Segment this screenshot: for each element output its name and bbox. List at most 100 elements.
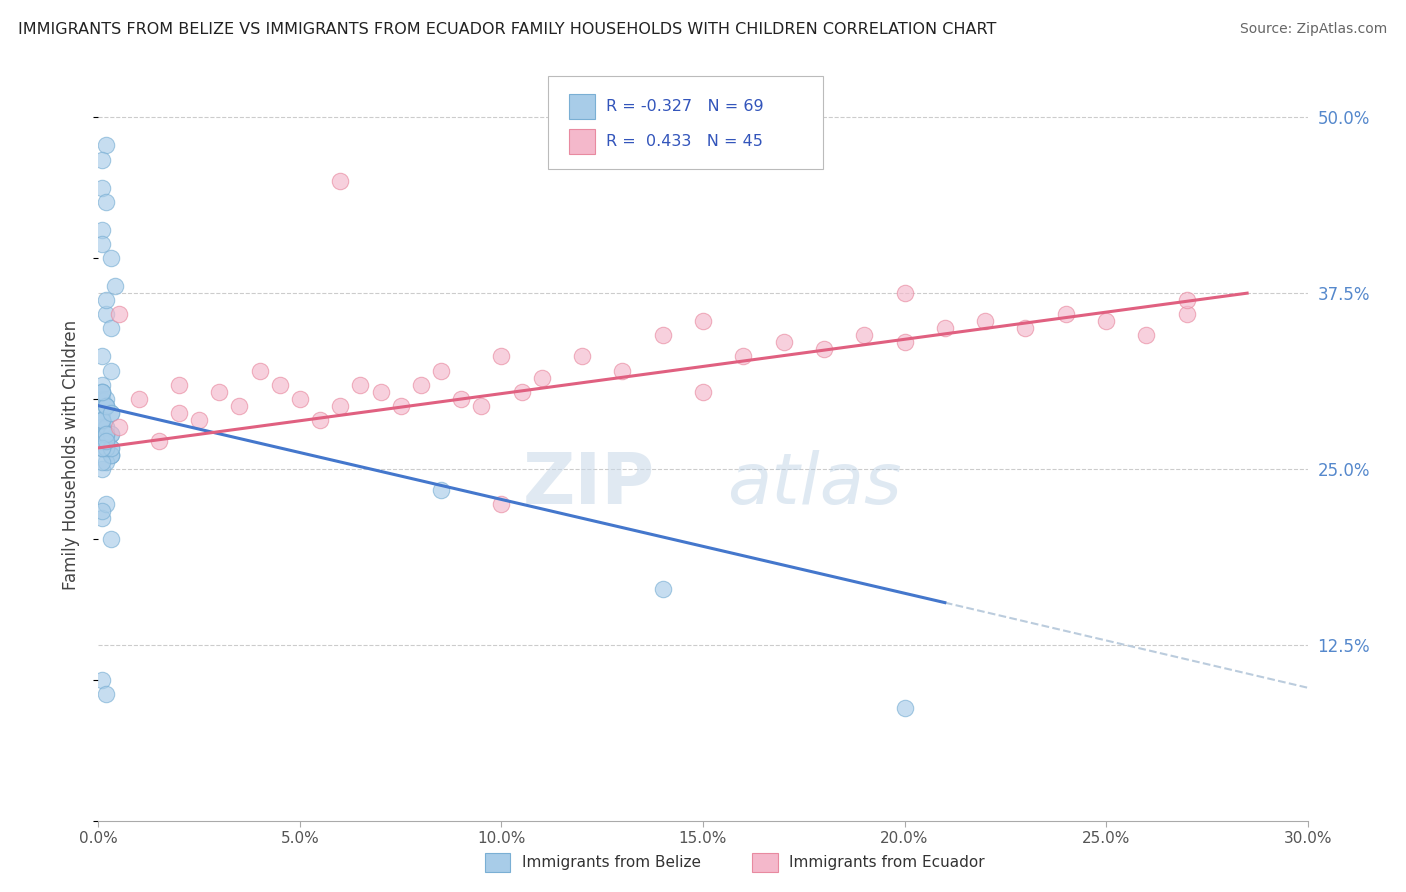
Text: Source: ZipAtlas.com: Source: ZipAtlas.com [1240,22,1388,37]
Point [96,455,118,469]
Point [96,307,118,321]
Point [91,455,114,469]
Point [91,406,114,420]
Point [96,426,118,441]
Point [430,483,453,497]
Point [96,687,118,701]
Point [1014,321,1036,335]
Point [91,413,114,427]
Point [974,314,997,328]
Point [91,413,114,427]
Point [249,363,271,377]
Point [893,335,915,350]
Point [107,307,129,321]
Point [96,426,118,441]
Point [571,350,593,364]
Point [651,328,673,343]
Point [96,419,118,434]
Point [510,384,533,399]
Point [96,441,118,455]
Point [370,384,392,399]
Point [91,384,114,399]
Point [91,180,114,194]
Point [96,434,118,448]
Point [96,293,118,308]
Point [329,399,352,413]
Point [309,413,332,427]
Text: IMMIGRANTS FROM BELIZE VS IMMIGRANTS FROM ECUADOR FAMILY HOUSEHOLDS WITH CHILDRE: IMMIGRANTS FROM BELIZE VS IMMIGRANTS FRO… [18,22,997,37]
Point [100,448,122,462]
Point [91,384,114,399]
Point [1054,307,1077,321]
Point [91,441,114,455]
Point [103,279,125,293]
Point [100,426,122,441]
Point [91,377,114,392]
Point [91,462,114,476]
Point [188,413,211,427]
Point [208,384,231,399]
Point [100,448,122,462]
Point [91,236,114,251]
Point [91,392,114,406]
Point [228,399,250,413]
Point [91,673,114,687]
Point [1175,293,1198,308]
Point [692,314,714,328]
Point [96,434,118,448]
Point [91,434,114,448]
Point [470,399,492,413]
Point [100,251,122,265]
Point [1095,314,1118,328]
Point [893,701,915,715]
Point [100,363,122,377]
Y-axis label: Family Households with Children: Family Households with Children [62,320,80,590]
Point [96,434,118,448]
Point [91,441,114,455]
Point [91,441,114,455]
Point [96,426,118,441]
Point [349,377,371,392]
Point [100,441,122,455]
Point [409,377,432,392]
Point [96,497,118,511]
Point [1135,328,1157,343]
Point [329,173,352,188]
Point [491,350,513,364]
Point [96,138,118,153]
Point [96,399,118,413]
Point [100,321,122,335]
Point [91,419,114,434]
Point [100,406,122,420]
Point [96,434,118,448]
Text: atlas: atlas [727,450,901,518]
Point [148,434,170,448]
Point [612,363,634,377]
Point [91,434,114,448]
Point [389,399,412,413]
Point [1175,307,1198,321]
Point [934,321,956,335]
Point [491,497,513,511]
Point [96,419,118,434]
Point [96,426,118,441]
Point [91,413,114,427]
Point [96,399,118,413]
Point [128,392,150,406]
Text: R = -0.327   N = 69: R = -0.327 N = 69 [606,99,763,113]
Point [91,419,114,434]
Point [530,370,553,384]
Point [269,377,291,392]
Point [91,413,114,427]
Point [100,533,122,547]
Point [167,377,190,392]
Point [91,434,114,448]
Point [91,504,114,518]
Point [813,343,835,357]
Point [107,419,129,434]
Point [733,350,755,364]
Point [288,392,311,406]
Point [893,286,915,301]
Point [91,384,114,399]
Text: Immigrants from Belize: Immigrants from Belize [522,855,700,870]
